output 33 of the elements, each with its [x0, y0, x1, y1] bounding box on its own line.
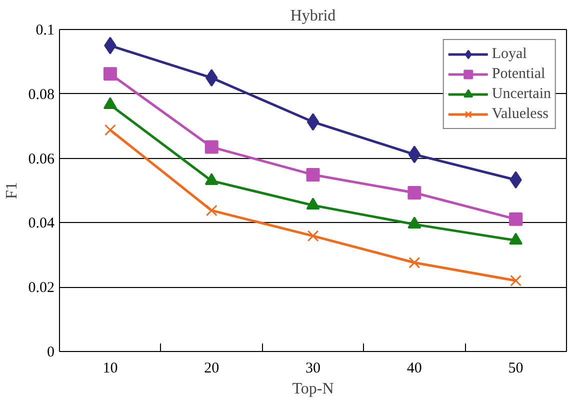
- legend-label: Loyal: [492, 46, 527, 62]
- x-tick-label: 10: [102, 360, 118, 376]
- point: [408, 186, 422, 200]
- y-axis-title: F1: [3, 182, 20, 199]
- point: [306, 168, 320, 182]
- chart-title: Hybrid: [290, 8, 336, 24]
- point: [206, 204, 218, 216]
- point: [307, 230, 319, 242]
- x-axis-title: Top-N: [292, 380, 334, 398]
- point: [408, 256, 420, 268]
- x-tick-label: 20: [204, 360, 220, 376]
- legend-label: Valueless: [492, 106, 549, 122]
- y-tick-label: 0.02: [28, 280, 54, 296]
- point: [103, 67, 117, 81]
- point: [104, 124, 116, 136]
- x-tick-label: 50: [508, 360, 524, 376]
- x-tick-label: 40: [406, 360, 422, 376]
- y-tick-label: 0.1: [36, 22, 54, 38]
- point: [204, 173, 218, 186]
- y-tick-label: 0.06: [28, 151, 55, 168]
- point: [509, 212, 523, 226]
- y-tick-label: 0.08: [28, 86, 54, 103]
- point: [509, 232, 523, 245]
- x-tick-label: 30: [306, 360, 320, 376]
- y-tick-label: 0: [47, 344, 54, 360]
- point: [306, 198, 320, 210]
- legend-label: Uncertain: [492, 86, 551, 102]
- point: [306, 113, 320, 131]
- point: [510, 274, 522, 286]
- point: [204, 140, 218, 154]
- y-tick-label: 0.04: [28, 216, 55, 232]
- point: [408, 216, 422, 229]
- legend-label: Potential: [492, 66, 546, 82]
